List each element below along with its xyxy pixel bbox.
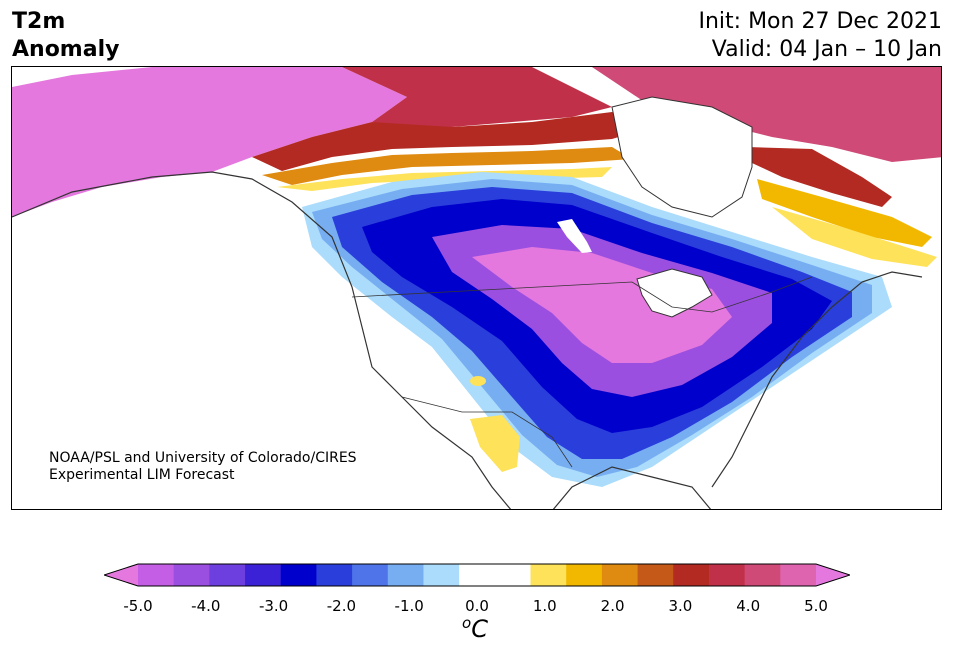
- cold-anomaly-core: [472, 247, 732, 363]
- warm-anomaly-northeast: [592, 67, 941, 162]
- warm-anomaly-labrador: [747, 147, 892, 207]
- init-date: Init: Mon 27 Dec 2021: [698, 9, 943, 34]
- colorbar-tick-label: -5.0: [123, 597, 153, 615]
- colorbar-segment: [530, 564, 567, 586]
- anomaly-map: [11, 66, 942, 510]
- warm-anomaly-alaska: [12, 67, 407, 217]
- valid-period: Valid: 04 Jan – 10 Jan: [711, 37, 942, 62]
- colorbar-segment: [494, 564, 532, 586]
- warm-anomaly-mexico: [470, 415, 520, 472]
- coastline-east: [711, 271, 923, 488]
- credit-text: NOAA/PSL and University of Colorado/CIRE…: [49, 450, 357, 484]
- warm-anomaly-labrador-2: [757, 179, 932, 247]
- variable-label: T2m: [12, 9, 66, 34]
- colorbar-segment: [280, 564, 317, 586]
- coastline-west: [12, 171, 512, 509]
- us-canada-border: [351, 276, 813, 313]
- warm-anomaly-labrador-3: [772, 207, 937, 267]
- colorbar-tick-label: -3.0: [258, 597, 289, 615]
- colorbar-tick-label: 5.0: [804, 597, 828, 615]
- colorbar-segment: [780, 564, 817, 586]
- warm-anomaly-band-2: [262, 147, 632, 185]
- colorbar-outline: [104, 563, 850, 587]
- colorbar-segment: [566, 564, 603, 586]
- great-lakes: [636, 268, 713, 318]
- colorbar-segment: [744, 564, 781, 586]
- colorbar-segment: [423, 564, 460, 586]
- lake-winnipeg: [557, 219, 592, 253]
- colorbar-tick-label: 1.0: [532, 597, 557, 615]
- forecast-dates: Init: Mon 27 Dec 2021 Valid: 04 Jan – 10…: [699, 8, 943, 64]
- credit-line-2: Experimental LIM Forecast: [49, 467, 235, 483]
- colorbar-segment: [209, 564, 246, 586]
- colorbar-segment: [601, 564, 639, 586]
- credit-line-1: NOAA/PSL and University of Colorado/CIRE…: [49, 450, 357, 466]
- colorbar-tick-label: -4.0: [191, 597, 221, 615]
- warm-anomaly-nevada: [470, 376, 486, 386]
- colorbar-tick-label: 2.0: [600, 597, 625, 615]
- colorbar-segment: [708, 564, 746, 586]
- coastline-gulf: [552, 466, 712, 509]
- colorbar-segment: [387, 564, 424, 586]
- colorbar-tick-label: 3.0: [668, 597, 693, 615]
- colorbar-segment: [245, 564, 282, 586]
- map-title: T2m Anomaly: [12, 8, 119, 64]
- colorbar-tick-label: -2.0: [326, 597, 357, 615]
- warm-anomaly-band-1: [252, 112, 652, 171]
- colorbar-tick-label: 0.0: [465, 597, 489, 615]
- colorbar-segment: [173, 564, 210, 586]
- unit-label: oC: [462, 614, 488, 643]
- warm-anomaly-canada-arctic: [342, 67, 612, 129]
- colorbar-segment: [673, 564, 710, 586]
- colorbar-segment: [316, 564, 353, 586]
- colorbar-arrow-low: [104, 564, 138, 586]
- us-mexico-border: [401, 396, 573, 468]
- hudson-bay: [611, 96, 753, 218]
- map-canvas: [12, 67, 941, 509]
- field-type-label: Anomaly: [12, 37, 120, 62]
- unit-celsius: C: [471, 615, 488, 643]
- colorbar-segment: [352, 564, 389, 586]
- colorbar-segment: [138, 564, 175, 586]
- colorbar-segment: [459, 564, 496, 586]
- colorbar-segment: [637, 564, 674, 586]
- colorbar-tick-label: -1.0: [394, 597, 424, 615]
- colorbar-tick-label: 4.0: [736, 597, 761, 615]
- unit-degree: o: [462, 614, 472, 632]
- colorbar: [104, 563, 850, 587]
- colorbar-arrow-high: [816, 564, 850, 586]
